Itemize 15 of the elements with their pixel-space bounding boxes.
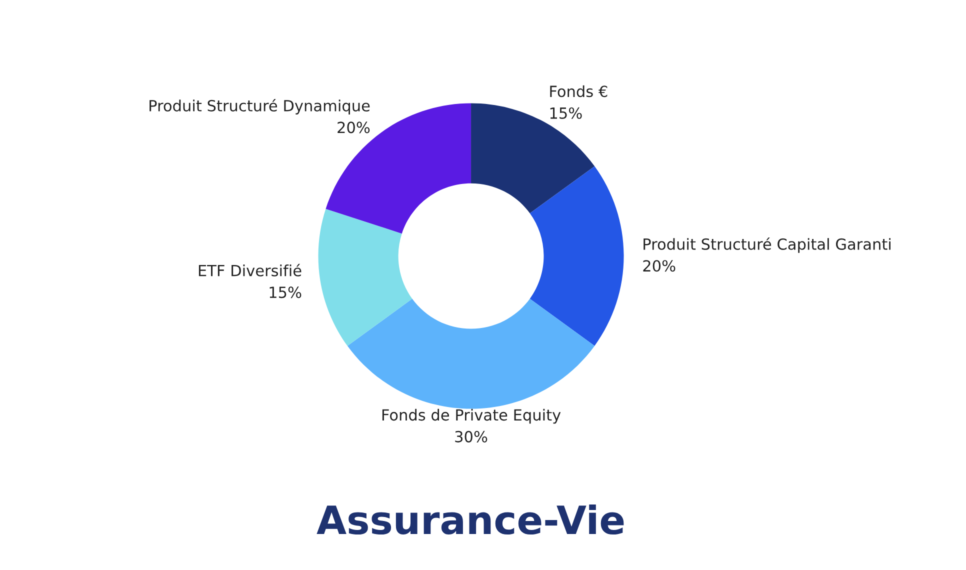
donut-slice bbox=[530, 166, 624, 346]
text: Assurance-Vie bbox=[316, 504, 624, 535]
slice-label: Fonds de Private Equity bbox=[382, 408, 561, 424]
data-label: 15% bbox=[270, 286, 302, 298]
data-label: 15% bbox=[550, 107, 582, 119]
donut-slice bbox=[318, 208, 412, 346]
slice-label: ETF Diversifié bbox=[198, 264, 302, 276]
donut-slice bbox=[471, 103, 595, 214]
slice-label: Fonds € bbox=[550, 85, 608, 98]
data-label: 30% bbox=[455, 430, 488, 442]
data-label: 20% bbox=[643, 260, 676, 272]
data-label: 20% bbox=[338, 122, 370, 134]
slice-label: Produit Structuré Capital Garanti bbox=[644, 237, 890, 253]
donut-slice bbox=[347, 298, 595, 409]
slice-label: Produit Structuré Dynamique bbox=[150, 99, 370, 114]
